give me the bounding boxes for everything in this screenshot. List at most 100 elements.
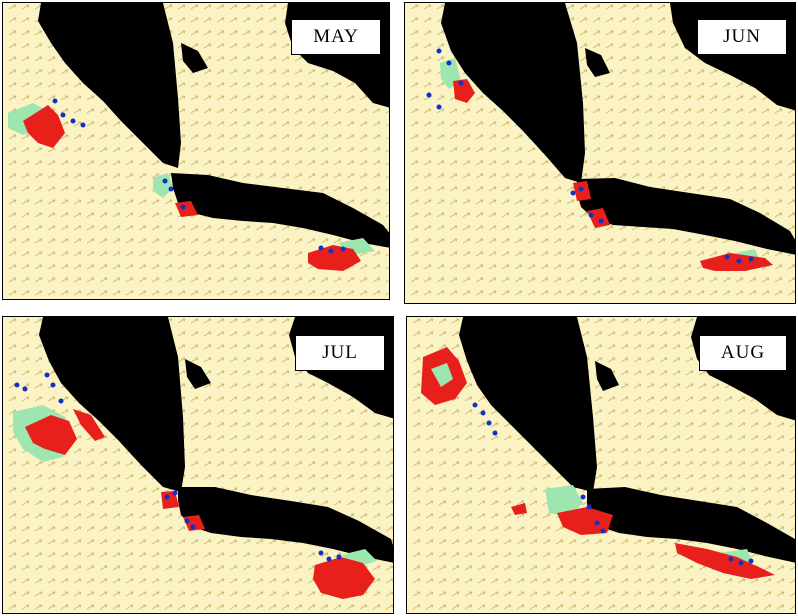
wind-arrow	[501, 277, 510, 283]
zone-green	[341, 549, 377, 567]
wind-arrow	[529, 552, 538, 558]
wind-arrow	[216, 539, 225, 545]
wind-arrow	[34, 383, 43, 389]
wind-arrow	[34, 30, 43, 36]
wind-arrow	[475, 186, 484, 192]
wind-arrow	[294, 552, 303, 558]
wind-arrow	[8, 30, 17, 36]
wind-arrow	[177, 238, 186, 244]
wind-arrow	[579, 264, 588, 270]
wind-arrow	[776, 565, 785, 571]
wind-arrow	[229, 370, 238, 376]
wind-arrow	[86, 95, 95, 101]
wind-arrow	[631, 4, 640, 10]
wind-arrow	[501, 212, 510, 218]
wind-arrow	[177, 290, 186, 296]
wind-arrow	[477, 396, 486, 402]
wind-arrow	[555, 604, 564, 610]
wind-arrow	[320, 435, 329, 441]
wind-arrow	[735, 290, 744, 296]
wind-arrow	[60, 69, 69, 75]
wind-arrow	[8, 238, 17, 244]
wind-arrow	[242, 95, 251, 101]
wind-arrow	[320, 383, 329, 389]
wind-arrow	[529, 539, 538, 545]
wind-arrow	[516, 474, 525, 480]
wind-arrow	[242, 357, 251, 363]
wind-arrow	[631, 290, 640, 296]
wind-arrow	[633, 357, 642, 363]
wind-arrow	[99, 526, 108, 532]
wind-arrow	[151, 277, 160, 283]
wind-arrow	[372, 160, 381, 166]
wind-arrow	[618, 290, 627, 296]
wind-arrow	[748, 199, 757, 205]
wind-arrow	[294, 461, 303, 467]
wind-arrow	[605, 43, 614, 49]
wind-arrow	[294, 82, 303, 88]
wind-arrow	[34, 318, 43, 324]
wind-arrow	[242, 487, 251, 493]
wind-arrow	[412, 578, 421, 584]
wind-arrow	[307, 147, 316, 153]
wind-arrow	[735, 134, 744, 140]
wind-arrow	[579, 212, 588, 218]
wind-arrow	[255, 95, 264, 101]
wind-arrow	[633, 409, 642, 415]
wind-arrow	[138, 474, 147, 480]
wind-arrow	[503, 513, 512, 519]
wind-arrow	[657, 238, 666, 244]
wind-arrow	[385, 422, 393, 428]
wind-arrow	[776, 422, 785, 428]
wind-arrow	[646, 409, 655, 415]
wind-arrow	[477, 513, 486, 519]
wind-arrow	[618, 173, 627, 179]
wind-arrow	[620, 604, 629, 610]
wind-arrow	[451, 591, 460, 597]
wind-arrow	[605, 251, 614, 257]
wind-arrow	[294, 422, 303, 428]
wind-arrow	[34, 43, 43, 49]
wind-arrow	[490, 552, 499, 558]
wind-arrow	[774, 134, 783, 140]
wind-arrow	[242, 318, 251, 324]
bangka-island	[585, 48, 610, 77]
wind-arrow	[488, 160, 497, 166]
wind-arrow	[268, 578, 277, 584]
wind-arrow	[516, 552, 525, 558]
wind-arrow	[359, 474, 368, 480]
wind-arrow	[125, 186, 134, 192]
wind-arrow	[501, 160, 510, 166]
wind-arrow	[646, 539, 655, 545]
wind-arrow	[631, 277, 640, 283]
wind-arrow	[696, 108, 705, 114]
wind-arrow	[490, 578, 499, 584]
wind-arrow	[216, 108, 225, 114]
wind-arrow	[475, 225, 484, 231]
wind-arrow	[436, 56, 445, 62]
wind-arrow	[268, 474, 277, 480]
wind-arrow	[436, 121, 445, 127]
wind-arrow	[566, 225, 575, 231]
wind-arrow	[724, 461, 733, 467]
wind-arrow	[477, 500, 486, 506]
wind-arrow	[488, 277, 497, 283]
wind-arrow	[203, 17, 212, 23]
wind-arrow	[683, 238, 692, 244]
wind-arrow	[527, 173, 536, 179]
wind-arrow	[748, 290, 757, 296]
wind-arrow	[294, 448, 303, 454]
wind-arrow	[216, 251, 225, 257]
wind-arrow	[475, 264, 484, 270]
wind-arrow	[86, 134, 95, 140]
wind-arrow	[268, 331, 277, 337]
wind-arrow	[748, 134, 757, 140]
wind-arrow	[464, 487, 473, 493]
wind-arrow	[34, 396, 43, 402]
wind-arrow	[618, 160, 627, 166]
wind-arrow	[255, 422, 264, 428]
wind-arrow	[607, 422, 616, 428]
wind-arrow	[86, 513, 95, 519]
wind-arrow	[711, 487, 720, 493]
wind-arrow	[47, 82, 56, 88]
